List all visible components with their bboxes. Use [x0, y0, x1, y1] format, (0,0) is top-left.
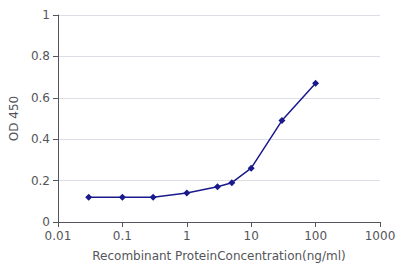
svg-text:1: 1 [42, 8, 50, 22]
svg-text:10: 10 [244, 229, 259, 243]
svg-text:0.4: 0.4 [31, 132, 50, 146]
svg-text:1000: 1000 [365, 229, 396, 243]
svg-text:0.01: 0.01 [45, 229, 72, 243]
svg-text:0.1: 0.1 [113, 229, 132, 243]
svg-text:OD 450: OD 450 [7, 96, 21, 141]
svg-text:0.6: 0.6 [31, 91, 50, 105]
svg-text:0.8: 0.8 [31, 49, 50, 63]
svg-text:100: 100 [304, 229, 327, 243]
svg-text:0: 0 [42, 215, 50, 229]
svg-text:1: 1 [183, 229, 191, 243]
svg-text:Recombinant ProteinConcentrati: Recombinant ProteinConcentration(ng/ml) [92, 249, 345, 263]
svg-text:0.2: 0.2 [31, 174, 50, 188]
